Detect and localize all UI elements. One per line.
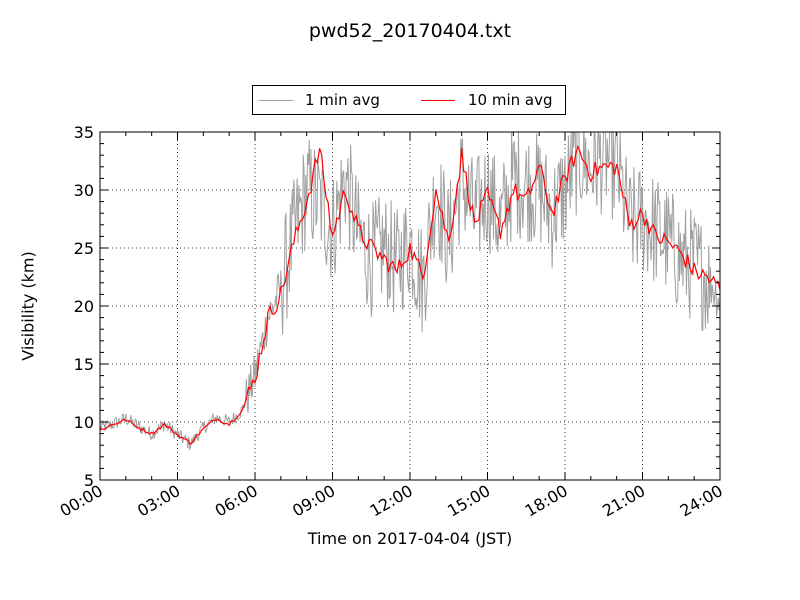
legend-label-10min: 10 min avg <box>468 91 553 109</box>
x-tick-label: 03:00 <box>134 481 183 521</box>
grid-lines <box>100 132 720 480</box>
legend: 1 min avg 10 min avg <box>252 85 566 115</box>
x-tick-label: 21:00 <box>599 481 648 521</box>
x-axis-label: Time on 2017-04-04 (JST) <box>307 529 513 548</box>
legend-swatch-10min <box>421 100 455 101</box>
y-tick-label: 25 <box>74 239 94 258</box>
legend-label-1min: 1 min avg <box>305 91 380 109</box>
chart-title: pwd52_20170404.txt <box>308 20 512 42</box>
series-lines <box>100 132 720 452</box>
x-tick-label: 12:00 <box>367 481 416 521</box>
y-tick-label: 10 <box>74 413 94 432</box>
y-tick-label: 15 <box>74 355 94 374</box>
x-tick-label: 24:00 <box>677 481 726 521</box>
x-tick-label: 09:00 <box>289 481 338 521</box>
x-tick-label: 06:00 <box>212 481 261 521</box>
x-tick-label: 00:00 <box>57 481 106 521</box>
y-axis-label: Visibility (km) <box>18 251 38 361</box>
x-tick-label: 15:00 <box>444 481 493 521</box>
y-tick-label: 5 <box>84 471 94 490</box>
y-tick-label: 35 <box>74 123 94 142</box>
series-line-10min-avg <box>100 144 720 446</box>
plot-frame <box>99 131 721 481</box>
y-tick-label: 30 <box>74 181 94 200</box>
x-tick-label: 18:00 <box>522 481 571 521</box>
series-line-1min-avg <box>100 132 720 452</box>
y-tick-label: 20 <box>74 297 94 316</box>
legend-swatch-1min <box>259 100 293 101</box>
